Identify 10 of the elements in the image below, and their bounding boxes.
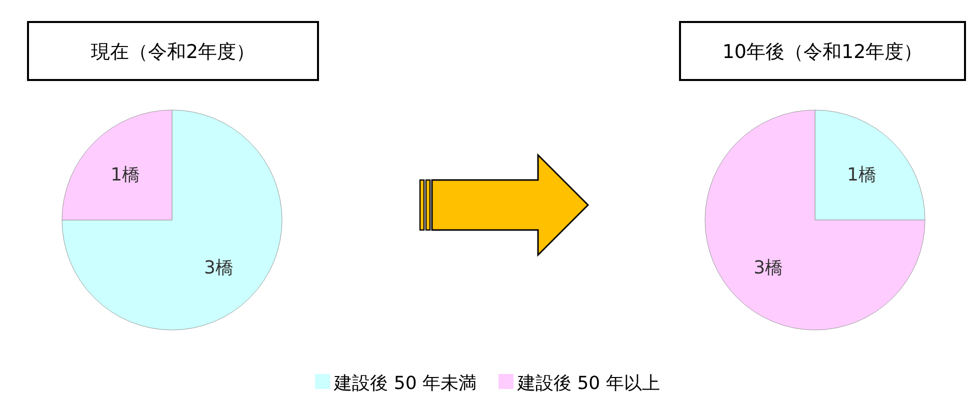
data-label: 1橋 <box>846 164 876 186</box>
data-label: 3橋 <box>204 258 234 279</box>
pie-slice <box>704 110 926 330</box>
pie-slice <box>62 110 282 330</box>
data-label: 1橋 <box>110 164 140 186</box>
chart-title: 現在（令和2年度） <box>90 41 256 63</box>
data-label: 3橋 <box>754 258 784 279</box>
chart-title: 10年後（令和12年度） <box>722 41 923 63</box>
legend-label: 建設後 50 年未満 <box>333 373 476 394</box>
legend-label: 建設後 50 年以上 <box>516 373 660 394</box>
